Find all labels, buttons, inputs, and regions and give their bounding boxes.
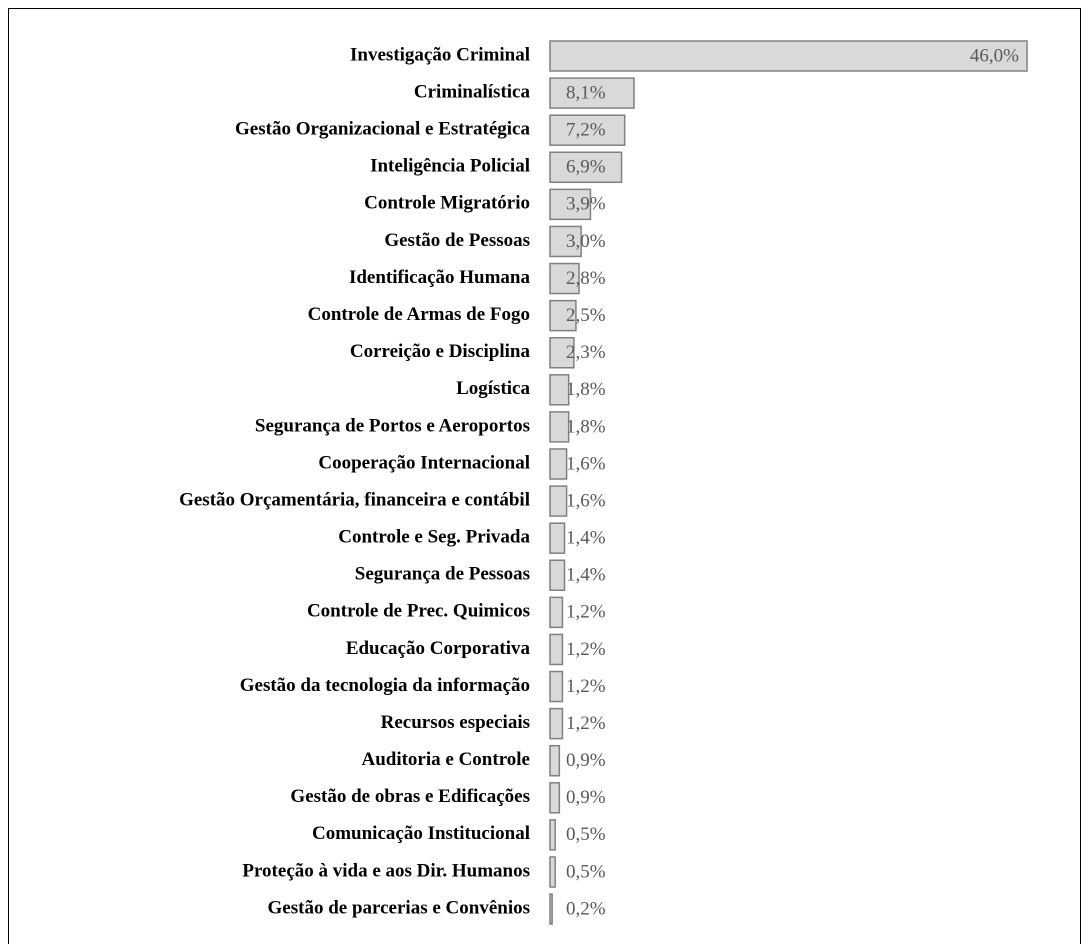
data-label: 1,6% bbox=[566, 453, 606, 474]
y-tick-label: Auditoria e Controle bbox=[361, 749, 530, 770]
bar bbox=[549, 856, 556, 888]
bar bbox=[549, 299, 577, 332]
data-label: 2,8% bbox=[566, 268, 606, 289]
data-label: 1,2% bbox=[566, 713, 606, 734]
bar bbox=[549, 485, 568, 517]
y-tick-label: Inteligência Policial bbox=[370, 156, 530, 177]
bar bbox=[549, 670, 564, 703]
data-label: 0,2% bbox=[566, 898, 606, 919]
y-tick-label: Cooperação Internacional bbox=[318, 452, 530, 473]
y-tick-label: Controle de Prec. Quimicos bbox=[307, 601, 530, 622]
data-label: 1,2% bbox=[566, 676, 606, 697]
bar bbox=[549, 374, 570, 406]
data-label: 0,9% bbox=[566, 750, 606, 771]
y-tick-label: Comunicação Institucional bbox=[312, 823, 530, 844]
y-tick-label: Educação Corporativa bbox=[346, 638, 531, 659]
y-tick-label: Gestão Organizacional e Estratégica bbox=[235, 119, 530, 140]
data-label: 1,4% bbox=[566, 528, 606, 549]
y-tick-label: Gestão Orçamentária, financeira e contáb… bbox=[179, 489, 530, 510]
bar bbox=[549, 819, 556, 851]
bar bbox=[549, 188, 592, 221]
bar bbox=[549, 559, 566, 592]
data-label: 0,5% bbox=[566, 824, 606, 845]
bar bbox=[549, 448, 568, 480]
bar bbox=[549, 707, 564, 740]
data-label: 1,4% bbox=[566, 565, 606, 586]
data-label: 46,0% bbox=[970, 45, 1019, 66]
y-tick-label: Logística bbox=[456, 378, 530, 399]
bar bbox=[549, 893, 553, 925]
data-label: 1,8% bbox=[566, 379, 606, 400]
bar bbox=[549, 151, 623, 184]
bar bbox=[549, 522, 566, 554]
bar bbox=[549, 782, 561, 814]
bar bbox=[549, 40, 1028, 72]
y-tick-label: Proteção à vida e aos Dir. Humanos bbox=[242, 860, 530, 881]
bar bbox=[549, 411, 570, 443]
y-tick-label: Gestão de obras e Edificações bbox=[290, 786, 530, 807]
y-tick-label: Criminalística bbox=[414, 81, 531, 102]
data-label: 3,9% bbox=[566, 194, 606, 215]
data-label: 2,5% bbox=[566, 305, 606, 326]
data-label: 1,6% bbox=[566, 490, 606, 511]
data-label: 2,3% bbox=[566, 342, 606, 363]
data-label: 0,5% bbox=[566, 861, 606, 882]
bar bbox=[549, 633, 564, 666]
bar bbox=[549, 225, 582, 258]
data-label: 0,9% bbox=[566, 787, 606, 808]
y-tick-label: Gestão de parcerias e Convênios bbox=[268, 897, 530, 918]
y-tick-label: Segurança de Portos e Aeroportos bbox=[255, 415, 530, 436]
data-label: 1,2% bbox=[566, 639, 606, 660]
y-tick-label: Investigação Criminal bbox=[350, 44, 530, 65]
y-tick-label: Controle e Seg. Privada bbox=[338, 527, 530, 548]
bar bbox=[549, 114, 626, 146]
bar bbox=[549, 596, 564, 629]
y-tick-label: Segurança de Pessoas bbox=[355, 564, 530, 585]
data-label: 1,2% bbox=[566, 602, 606, 623]
y-tick-label: Recursos especiais bbox=[381, 712, 530, 733]
bar bbox=[549, 336, 575, 369]
bar bbox=[549, 744, 561, 777]
y-tick-label: Gestão de Pessoas bbox=[384, 230, 530, 251]
y-tick-label: Gestão da tecnologia da informação bbox=[240, 675, 530, 696]
y-tick-label: Controle de Armas de Fogo bbox=[308, 304, 530, 325]
data-label: 3,0% bbox=[566, 231, 606, 252]
data-label: 8,1% bbox=[566, 82, 606, 103]
data-label: 1,8% bbox=[566, 416, 606, 437]
y-tick-label: Identificação Humana bbox=[349, 267, 531, 288]
data-label: 7,2% bbox=[566, 120, 606, 141]
y-tick-label: Controle Migratório bbox=[364, 193, 530, 214]
chart-frame bbox=[8, 8, 1081, 944]
data-label: 6,9% bbox=[566, 157, 606, 178]
bar bbox=[549, 77, 635, 109]
bar bbox=[549, 262, 580, 295]
y-tick-label: Correição e Disciplina bbox=[350, 341, 531, 362]
